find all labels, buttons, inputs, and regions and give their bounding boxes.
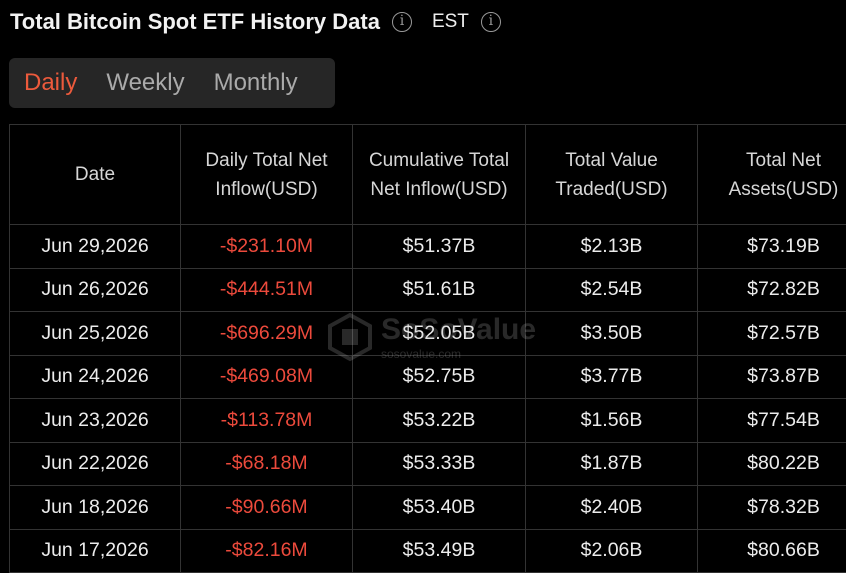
table-cell: $72.82B: [698, 268, 846, 312]
table-cell: -$68.18M: [181, 442, 353, 486]
table-cell: -$469.08M: [181, 355, 353, 399]
table-cell: $1.87B: [526, 442, 698, 486]
table-cell: $77.54B: [698, 399, 846, 443]
tab[interactable]: Weekly: [106, 69, 184, 97]
column-header: Total Net Assets(USD): [698, 125, 846, 225]
table-cell: $2.54B: [526, 268, 698, 312]
table-cell: $78.32B: [698, 486, 846, 530]
tab-bar: Daily Weekly Monthly: [9, 58, 335, 108]
table-cell: -$90.66M: [181, 486, 353, 530]
table-cell: -$82.16M: [181, 529, 353, 573]
table-cell: Jun 17,2026: [10, 529, 181, 573]
table-row: Jun 23,2026-$113.78M$53.22B$1.56B$77.54B: [10, 399, 846, 443]
title: Total Bitcoin Spot ETF History Data: [10, 9, 380, 35]
table-cell: $53.40B: [353, 486, 526, 530]
info-icon[interactable]: i: [392, 12, 412, 32]
table-row: Jun 26,2026-$444.51M$51.61B$2.54B$72.82B: [10, 268, 846, 312]
table-row: Jun 17,2026-$82.16M$53.49B$2.06B$80.66B: [10, 529, 846, 573]
table-cell: $53.22B: [353, 399, 526, 443]
timezone[interactable]: EST: [432, 11, 469, 33]
table-cell: $80.22B: [698, 442, 846, 486]
table-cell: $72.57B: [698, 312, 846, 356]
table-cell: $2.40B: [526, 486, 698, 530]
table-cell: -$113.78M: [181, 399, 353, 443]
table-cell: -$444.51M: [181, 268, 353, 312]
table-cell: $73.87B: [698, 355, 846, 399]
table-cell: $3.50B: [526, 312, 698, 356]
table-cell: $53.49B: [353, 529, 526, 573]
table-cell: $52.05B: [353, 312, 526, 356]
table-cell: Jun 24,2026: [10, 355, 181, 399]
table-cell: $53.33B: [353, 442, 526, 486]
table-cell: Jun 26,2026: [10, 268, 181, 312]
table-row: Jun 22,2026-$68.18M$53.33B$1.87B$80.22B: [10, 442, 846, 486]
table-cell: $51.37B: [353, 225, 526, 269]
table-row: Jun 18,2026-$90.66M$53.40B$2.40B$78.32B: [10, 486, 846, 530]
table-body: Jun 29,2026-$231.10M$51.37B$2.13B$73.19B…: [10, 225, 846, 573]
table-cell: Jun 29,2026: [10, 225, 181, 269]
table-cell: -$231.10M: [181, 225, 353, 269]
tab[interactable]: Daily: [24, 69, 77, 97]
table-cell: $3.77B: [526, 355, 698, 399]
table-cell: $52.75B: [353, 355, 526, 399]
table-cell: $2.06B: [526, 529, 698, 573]
table-cell: $51.61B: [353, 268, 526, 312]
table-cell: $73.19B: [698, 225, 846, 269]
table-cell: $1.56B: [526, 399, 698, 443]
table-cell: Jun 22,2026: [10, 442, 181, 486]
table-cell: Jun 25,2026: [10, 312, 181, 356]
column-header: Date: [10, 125, 181, 225]
table-cell: $2.13B: [526, 225, 698, 269]
column-header: Daily Total Net Inflow(USD): [181, 125, 353, 225]
table-cell: Jun 18,2026: [10, 486, 181, 530]
info-icon[interactable]: i: [481, 12, 501, 32]
table-row: Jun 29,2026-$231.10M$51.37B$2.13B$73.19B: [10, 225, 846, 269]
table-row: Jun 24,2026-$469.08M$52.75B$3.77B$73.87B: [10, 355, 846, 399]
table-cell: -$696.29M: [181, 312, 353, 356]
header: Total Bitcoin Spot ETF History Data i ES…: [10, 6, 501, 38]
table-row: Jun 25,2026-$696.29M$52.05B$3.50B$72.57B: [10, 312, 846, 356]
column-header: Total Value Traded(USD): [526, 125, 698, 225]
table-cell: $80.66B: [698, 529, 846, 573]
tab[interactable]: Monthly: [214, 69, 298, 97]
table-cell: Jun 23,2026: [10, 399, 181, 443]
column-header: Cumulative Total Net Inflow(USD): [353, 125, 526, 225]
